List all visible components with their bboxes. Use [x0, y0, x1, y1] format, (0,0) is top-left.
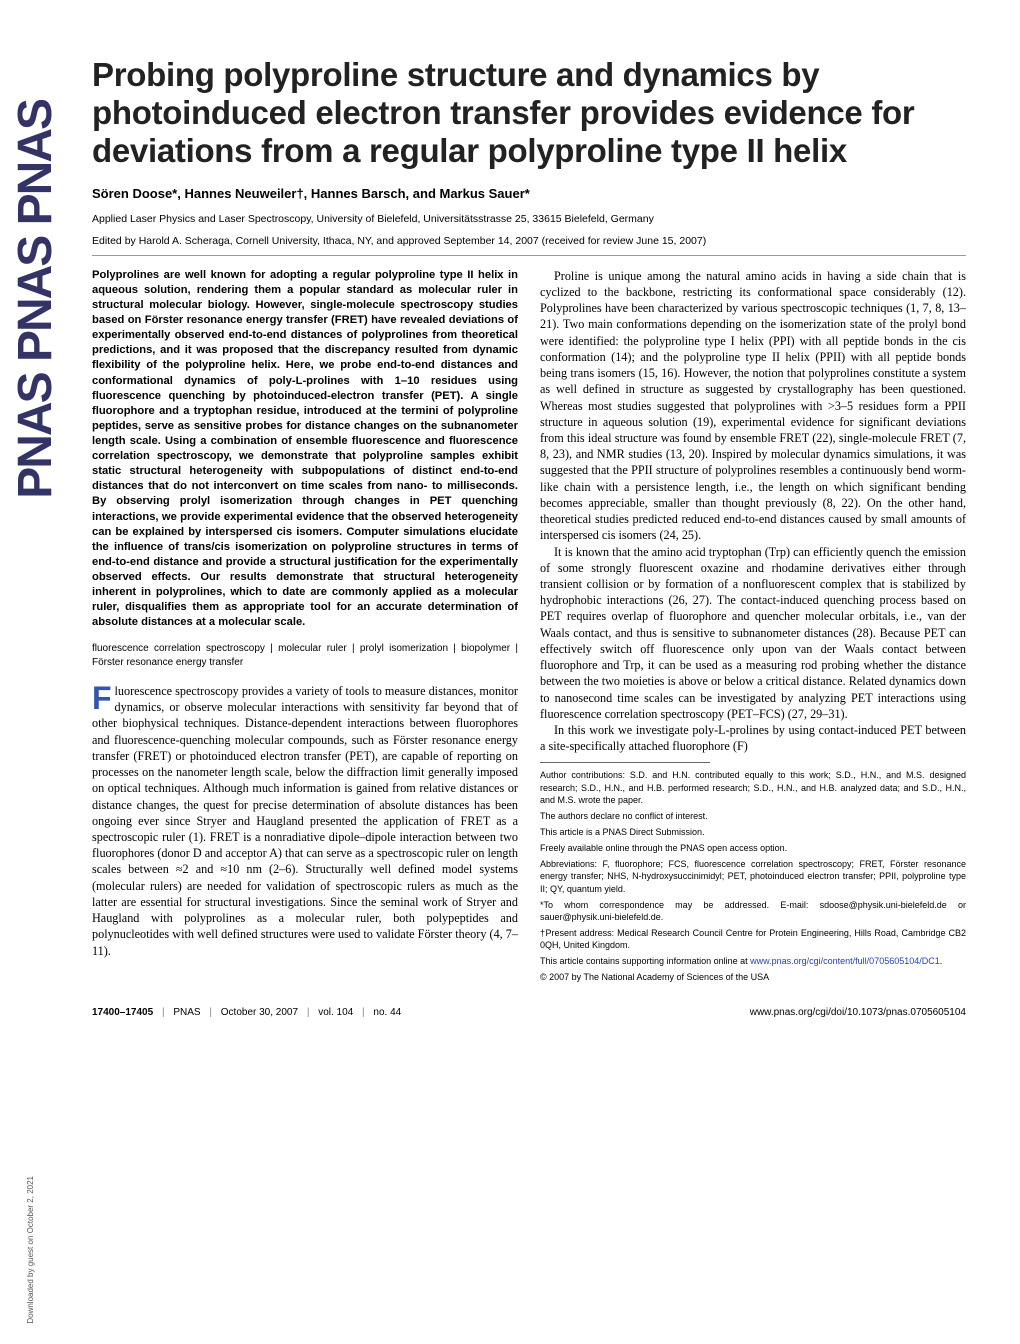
page-footer: 17400–17405 | PNAS | October 30, 2007 | …	[92, 1001, 966, 1018]
footer-vol: vol. 104	[318, 1007, 353, 1018]
footer-pages: 17400–17405	[92, 1007, 153, 1018]
keywords-line: fluorescence correlation spectroscopy | …	[92, 642, 518, 669]
body-para-4: In this work we investigate poly-L-proli…	[540, 722, 966, 754]
footer-sep-4: |	[362, 1007, 365, 1018]
footer-sep-2: |	[209, 1007, 212, 1018]
editor-line: Edited by Harold A. Scheraga, Cornell Un…	[92, 235, 966, 256]
pnas-side-logo: PNAS PNAS PNAS	[8, 100, 64, 1140]
footer-date: October 30, 2007	[221, 1007, 298, 1018]
body-para-2: Proline is unique among the natural amin…	[540, 268, 966, 544]
footer-left: 17400–17405 | PNAS | October 30, 2007 | …	[92, 1007, 401, 1018]
footer-right: www.pnas.org/cgi/doi/10.1073/pnas.070560…	[750, 1007, 966, 1018]
footnote-si-link[interactable]: www.pnas.org/cgi/content/full/0705605104…	[750, 956, 940, 966]
footnote-abbrev: Abbreviations: F, fluorophore; FCS, fluo…	[540, 858, 966, 894]
body-para-3: It is known that the amino acid tryptoph…	[540, 544, 966, 722]
page: PNAS PNAS PNAS Downloaded by guest on Oc…	[0, 0, 1020, 1344]
article-title: Probing polyproline structure and dynami…	[92, 56, 966, 170]
body-para-1: Fluorescence spectroscopy provides a var…	[92, 683, 518, 959]
footnote-si-suffix: .	[940, 956, 943, 966]
footer-sep-1: |	[162, 1007, 165, 1018]
footnote-conflict: The authors declare no conflict of inter…	[540, 810, 966, 822]
footnote-si-prefix: This article contains supporting informa…	[540, 956, 750, 966]
footer-sep-3: |	[307, 1007, 310, 1018]
footnote-present: †Present address: Medical Research Counc…	[540, 927, 966, 951]
footnote-si: This article contains supporting informa…	[540, 955, 966, 967]
dropcap-letter: F	[92, 685, 112, 712]
footnote-corr: *To whom correspondence may be addressed…	[540, 899, 966, 923]
abstract-block: Polyprolines are well known for adopting…	[92, 268, 518, 631]
footnote-direct: This article is a PNAS Direct Submission…	[540, 826, 966, 838]
footer-no: no. 44	[373, 1007, 401, 1018]
authors-line: Sören Doose*, Hannes Neuweiler†, Hannes …	[92, 186, 966, 201]
footnotes-separator	[540, 762, 710, 763]
footnote-contrib: Author contributions: S.D. and H.N. cont…	[540, 769, 966, 805]
footnote-copyright: © 2007 by The National Academy of Scienc…	[540, 971, 966, 983]
pnas-side-text: PNAS PNAS PNAS	[14, 100, 57, 499]
footnotes-block: Author contributions: S.D. and H.N. cont…	[540, 762, 966, 983]
two-column-body: Polyprolines are well known for adopting…	[92, 268, 966, 984]
footnote-open: Freely available online through the PNAS…	[540, 842, 966, 854]
body-para-1-text: luorescence spectroscopy provides a vari…	[92, 684, 518, 958]
footer-journal: PNAS	[173, 1007, 200, 1018]
download-note: Downloaded by guest on October 2, 2021	[26, 1176, 35, 1324]
affiliation-line: Applied Laser Physics and Laser Spectros…	[92, 213, 966, 225]
